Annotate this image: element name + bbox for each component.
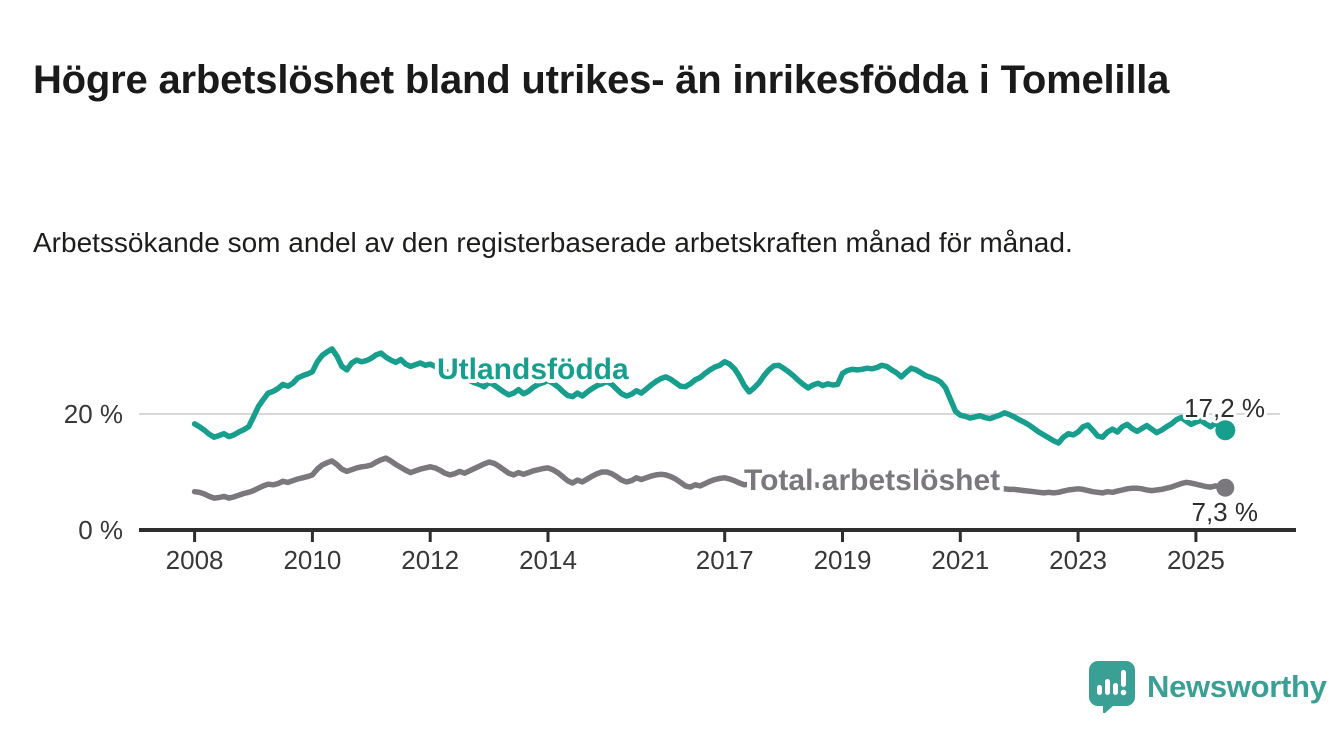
chart-title: Högre arbetslöshet bland utrikes- än inr… — [33, 57, 1170, 102]
x-tick-label: 2014 — [519, 545, 577, 575]
y-tick-label-20: 20 % — [64, 399, 123, 429]
x-axis-tick-labels: 2008 2010 2012 2014 2017 2019 2021 2023 2025 — [166, 545, 1225, 575]
series-line-total-arbetsloshet — [191, 455, 1229, 501]
series-label-utlandsfodda: Utlandsfödda — [437, 353, 629, 386]
x-axis-ticks — [193, 530, 1198, 542]
x-tick-label: 2012 — [401, 545, 459, 575]
newsworthy-logo: Newsworthy — [1088, 660, 1327, 713]
series-line-utlandsfodda — [191, 346, 1229, 446]
end-value-label-utlandsfodda: 17,2 % — [1184, 393, 1265, 423]
logo-text: Newsworthy — [1147, 668, 1327, 704]
y-tick-label-0: 0 % — [78, 515, 123, 545]
chart-subtitle: Arbetssökande som andel av den registerb… — [33, 227, 1073, 258]
series-end-dot-total-arbetsloshet — [1216, 478, 1235, 497]
x-tick-label: 2023 — [1049, 545, 1107, 575]
x-tick-label: 2017 — [696, 545, 754, 575]
bar-chart-speech-bubble-icon — [1089, 661, 1135, 713]
x-tick-label: 2025 — [1167, 545, 1225, 575]
x-tick-label: 2010 — [283, 545, 341, 575]
series-label-total-arbetsloshet: Total arbetslöshet — [744, 464, 1000, 497]
x-tick-label: 2021 — [931, 545, 989, 575]
series-end-dot-utlandsfodda — [1215, 420, 1236, 441]
end-value-label-total-arbetsloshet: 7,3 % — [1192, 497, 1259, 527]
x-tick-label: 2019 — [814, 545, 872, 575]
x-tick-label: 2008 — [166, 545, 224, 575]
